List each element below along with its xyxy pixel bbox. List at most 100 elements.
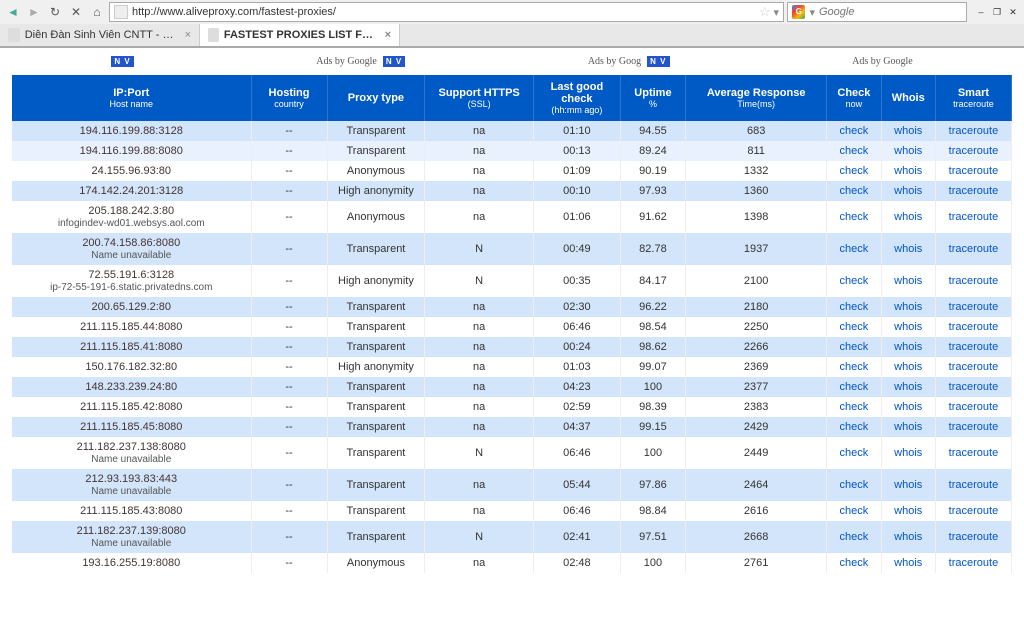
- cell-trace[interactable]: traceroute: [935, 521, 1011, 553]
- search-input[interactable]: [819, 6, 962, 18]
- cell-trace[interactable]: traceroute: [935, 297, 1011, 317]
- cell-trace[interactable]: traceroute: [935, 265, 1011, 297]
- cell-whois[interactable]: whois: [881, 317, 935, 337]
- cell-https: na: [425, 161, 534, 181]
- cell-check[interactable]: check: [827, 121, 881, 141]
- close-button[interactable]: ✕: [1006, 5, 1020, 19]
- cell-check[interactable]: check: [827, 377, 881, 397]
- table-row: 200.65.129.2:80--Transparentna02:3096.22…: [12, 297, 1012, 317]
- reload-button[interactable]: ↻: [46, 3, 64, 21]
- cell-trace[interactable]: traceroute: [935, 417, 1011, 437]
- cell-https: N: [425, 233, 534, 265]
- bookmark-star-icon[interactable]: ☆: [759, 4, 771, 20]
- tab-close-icon[interactable]: ×: [185, 29, 191, 41]
- cell-whois[interactable]: whois: [881, 201, 935, 233]
- maximize-button[interactable]: ❐: [990, 5, 1004, 19]
- cell-whois[interactable]: whois: [881, 469, 935, 501]
- cell-check[interactable]: check: [827, 297, 881, 317]
- cell-whois[interactable]: whois: [881, 161, 935, 181]
- cell-type: Anonymous: [327, 161, 425, 181]
- cell-uptime: 82.78: [620, 233, 685, 265]
- tab-close-icon[interactable]: ×: [385, 29, 391, 41]
- stop-button[interactable]: ✕: [67, 3, 85, 21]
- content: IP:PortHost name Hostingcountry Proxy ty…: [0, 75, 1024, 573]
- cell-type: Transparent: [327, 437, 425, 469]
- cell-type: Transparent: [327, 521, 425, 553]
- cell-check[interactable]: check: [827, 417, 881, 437]
- cell-trace[interactable]: traceroute: [935, 397, 1011, 417]
- cell-trace[interactable]: traceroute: [935, 161, 1011, 181]
- url-bar[interactable]: ☆ ▾: [109, 2, 784, 22]
- cell-check[interactable]: check: [827, 469, 881, 501]
- minimize-button[interactable]: –: [974, 5, 988, 19]
- cell-last: 02:30: [533, 297, 620, 317]
- cell-trace[interactable]: traceroute: [935, 357, 1011, 377]
- cell-resp: 1398: [686, 201, 827, 233]
- ad-block: N V: [111, 56, 133, 67]
- cell-check[interactable]: check: [827, 233, 881, 265]
- cell-trace[interactable]: traceroute: [935, 121, 1011, 141]
- cell-whois[interactable]: whois: [881, 265, 935, 297]
- cell-check[interactable]: check: [827, 141, 881, 161]
- cell-whois[interactable]: whois: [881, 521, 935, 553]
- cell-whois[interactable]: whois: [881, 141, 935, 161]
- cell-whois[interactable]: whois: [881, 437, 935, 469]
- cell-check[interactable]: check: [827, 265, 881, 297]
- cell-uptime: 91.62: [620, 201, 685, 233]
- cell-resp: 2449: [686, 437, 827, 469]
- cell-whois[interactable]: whois: [881, 417, 935, 437]
- cell-check[interactable]: check: [827, 437, 881, 469]
- url-dropdown-icon[interactable]: ▾: [773, 6, 779, 19]
- cell-country: --: [251, 233, 327, 265]
- cell-check[interactable]: check: [827, 337, 881, 357]
- cell-whois[interactable]: whois: [881, 377, 935, 397]
- cell-trace[interactable]: traceroute: [935, 501, 1011, 521]
- cell-check[interactable]: check: [827, 181, 881, 201]
- cell-trace[interactable]: traceroute: [935, 201, 1011, 233]
- cell-trace[interactable]: traceroute: [935, 469, 1011, 501]
- cell-trace[interactable]: traceroute: [935, 141, 1011, 161]
- cell-check[interactable]: check: [827, 357, 881, 377]
- forward-button[interactable]: ►: [25, 3, 43, 21]
- table-row: 205.188.242.3:80infogindev-wd01.websys.a…: [12, 201, 1012, 233]
- tab[interactable]: Diễn Đàn Sinh Viên CNTT - Gởi Đề ...×: [0, 24, 200, 46]
- cell-whois[interactable]: whois: [881, 337, 935, 357]
- tab[interactable]: FASTEST PROXIES LIST FREE . FAS...×: [200, 24, 400, 46]
- cell-check[interactable]: check: [827, 521, 881, 553]
- cell-trace[interactable]: traceroute: [935, 337, 1011, 357]
- cell-whois[interactable]: whois: [881, 121, 935, 141]
- cell-resp: 2369: [686, 357, 827, 377]
- cell-whois[interactable]: whois: [881, 553, 935, 573]
- cell-whois[interactable]: whois: [881, 233, 935, 265]
- cell-trace[interactable]: traceroute: [935, 317, 1011, 337]
- cell-trace[interactable]: traceroute: [935, 181, 1011, 201]
- cell-check[interactable]: check: [827, 201, 881, 233]
- cell-check[interactable]: check: [827, 317, 881, 337]
- cell-https: N: [425, 265, 534, 297]
- cell-whois[interactable]: whois: [881, 181, 935, 201]
- cell-trace[interactable]: traceroute: [935, 377, 1011, 397]
- back-button[interactable]: ◄: [4, 3, 22, 21]
- cell-trace[interactable]: traceroute: [935, 437, 1011, 469]
- search-box[interactable]: G ▾: [787, 2, 967, 22]
- home-button[interactable]: ⌂: [88, 3, 106, 21]
- search-dropdown-icon[interactable]: ▾: [809, 6, 815, 19]
- cell-whois[interactable]: whois: [881, 357, 935, 377]
- cell-check[interactable]: check: [827, 161, 881, 181]
- cell-check[interactable]: check: [827, 501, 881, 521]
- cell-whois[interactable]: whois: [881, 297, 935, 317]
- cell-resp: 2464: [686, 469, 827, 501]
- col-uptime: Uptime%: [620, 75, 685, 121]
- col-whois: Whois: [881, 75, 935, 121]
- cell-type: High anonymity: [327, 265, 425, 297]
- url-input[interactable]: [132, 6, 759, 18]
- cell-resp: 1332: [686, 161, 827, 181]
- cell-whois[interactable]: whois: [881, 397, 935, 417]
- cell-ip: 212.93.193.83:443Name unavailable: [12, 469, 251, 501]
- cell-trace[interactable]: traceroute: [935, 553, 1011, 573]
- cell-check[interactable]: check: [827, 397, 881, 417]
- cell-https: N: [425, 521, 534, 553]
- cell-whois[interactable]: whois: [881, 501, 935, 521]
- cell-check[interactable]: check: [827, 553, 881, 573]
- cell-trace[interactable]: traceroute: [935, 233, 1011, 265]
